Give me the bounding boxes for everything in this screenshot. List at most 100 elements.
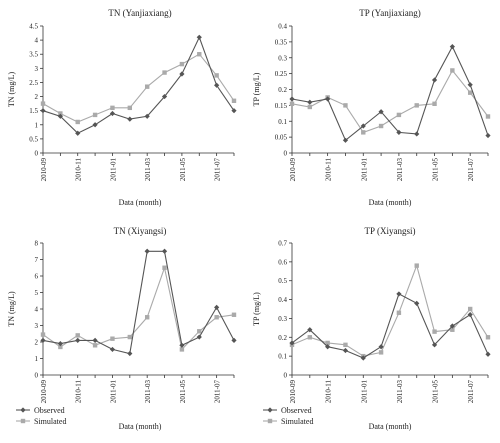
chart-title: TP (Xiyangsi) — [365, 226, 416, 236]
x-tick-label: 2011-01 — [360, 158, 368, 182]
y-tick-label: 1 — [35, 355, 39, 363]
x-tick-label: 2011-01 — [360, 380, 368, 404]
data-point-simulated — [432, 329, 437, 334]
series-line-simulated — [42, 265, 235, 351]
data-point-simulated — [162, 70, 167, 75]
y-tick-label: 4.5 — [29, 23, 38, 31]
data-point-observed — [179, 71, 185, 77]
chart-panel: TN (Xiyangsi) 0 1 2 3 4 5 6 7 8 2010-09 2010-11 2011… — [7, 226, 237, 431]
data-point-simulated — [414, 103, 419, 108]
chart-title: TN (Xiyangsi) — [114, 226, 167, 236]
data-point-simulated — [75, 333, 80, 338]
data-point-simulated — [396, 112, 402, 118]
x-tick-label: 2011-01 — [109, 380, 117, 404]
data-point-simulated — [92, 343, 98, 348]
data-point-simulated — [450, 327, 455, 332]
data-point-observed — [431, 342, 438, 348]
data-point-simulated — [378, 123, 384, 129]
x-tick-label: 2010-11 — [325, 158, 333, 182]
y-tick-label: 1 — [35, 121, 39, 129]
data-point-simulated — [414, 263, 419, 268]
data-point-observed — [161, 93, 168, 100]
data-point-observed — [414, 300, 420, 306]
x-tick-label: 2011-05 — [179, 158, 187, 182]
y-tick-label: 8 — [35, 240, 39, 248]
data-point-observed — [467, 82, 473, 88]
y-axis-label: TP (mg/L) — [252, 72, 261, 106]
legend-label-simulated: Simulated — [281, 417, 313, 426]
data-point-observed — [485, 132, 491, 139]
data-point-simulated — [144, 84, 150, 89]
data-point-simulated — [396, 310, 402, 315]
data-point-observed — [196, 334, 202, 340]
data-point-observed — [396, 291, 402, 297]
data-point-observed — [378, 109, 384, 115]
y-tick-label: 5 — [35, 289, 39, 297]
x-tick-label: 2011-07 — [467, 158, 475, 182]
x-tick-label: 2011-07 — [214, 158, 222, 182]
data-point-simulated — [214, 315, 219, 320]
y-tick-label: 3 — [35, 322, 39, 330]
data-point-observed — [92, 122, 98, 128]
x-tick-label: 2010-11 — [325, 380, 333, 404]
chart-panel: TP (Yanjiaxiang) 0 0.05 0.1 0.15 0.2 0.25 0.3 0.… — [252, 8, 491, 207]
y-tick-label: 4 — [35, 37, 39, 45]
series-line-simulated — [42, 53, 235, 123]
x-tick-label: 2010-09 — [289, 380, 297, 404]
data-point-observed — [144, 248, 150, 254]
data-point-observed — [360, 123, 366, 129]
y-axis-label: TN (mg/L) — [7, 72, 16, 108]
data-point-simulated — [110, 105, 115, 111]
x-tick-label: 2011-03 — [144, 158, 152, 182]
data-point-observed — [289, 96, 295, 102]
x-axis-label: Data (month) — [119, 422, 162, 431]
data-point-simulated — [485, 114, 491, 119]
data-point-simulated — [197, 52, 202, 57]
y-tick-label: 0.7 — [278, 240, 287, 248]
data-point-observed — [307, 99, 313, 105]
data-point-simulated — [432, 101, 437, 106]
data-point-observed — [40, 108, 46, 114]
chart-title: TN (Yanjiaxiang) — [108, 8, 171, 18]
x-tick-label: 2010-11 — [75, 380, 83, 404]
series-line-simulated — [291, 263, 489, 357]
legend-marker-observed — [267, 407, 273, 413]
x-tick-label: 2010-09 — [40, 158, 48, 182]
data-point-observed — [467, 312, 473, 318]
y-tick-label: 7 — [35, 256, 39, 264]
data-point-observed — [40, 337, 46, 343]
chart-panel: TP (Xiyangsi) 0 0.1 0.2 0.3 0.4 0.5 0.6 0.7 2010-… — [252, 226, 491, 431]
data-point-observed — [307, 327, 313, 333]
y-tick-label: 0.6 — [278, 258, 287, 266]
data-point-observed — [127, 350, 133, 357]
data-point-observed — [378, 344, 384, 350]
data-point-simulated — [179, 347, 185, 352]
y-tick-label: 3 — [35, 65, 39, 73]
data-point-observed — [431, 77, 438, 83]
data-point-observed — [57, 113, 63, 119]
y-tick-label: 0.5 — [29, 135, 38, 143]
data-point-observed — [179, 342, 185, 348]
y-tick-label: 0 — [284, 372, 288, 380]
data-point-simulated — [485, 335, 491, 340]
data-point-simulated — [231, 98, 237, 103]
data-point-observed — [75, 337, 81, 343]
data-point-observed — [75, 130, 81, 136]
data-point-simulated — [75, 119, 80, 125]
x-axis-label: Data (month) — [119, 198, 162, 207]
series-line-observed — [42, 35, 235, 134]
y-tick-label: 0.1 — [278, 353, 287, 361]
data-point-observed — [289, 340, 295, 346]
data-point-observed — [92, 337, 98, 343]
series-line-observed — [291, 293, 489, 359]
data-point-observed — [449, 323, 455, 329]
chart-title: TP (Yanjiaxiang) — [359, 8, 421, 18]
data-point-observed — [144, 113, 150, 119]
y-tick-label: 0 — [35, 372, 39, 380]
data-point-simulated — [289, 101, 295, 106]
y-tick-label: 2 — [35, 339, 39, 347]
data-point-simulated — [343, 342, 348, 348]
data-point-observed — [57, 341, 63, 347]
y-tick-label: 0.4 — [278, 296, 287, 304]
y-tick-label: 0 — [284, 150, 288, 158]
